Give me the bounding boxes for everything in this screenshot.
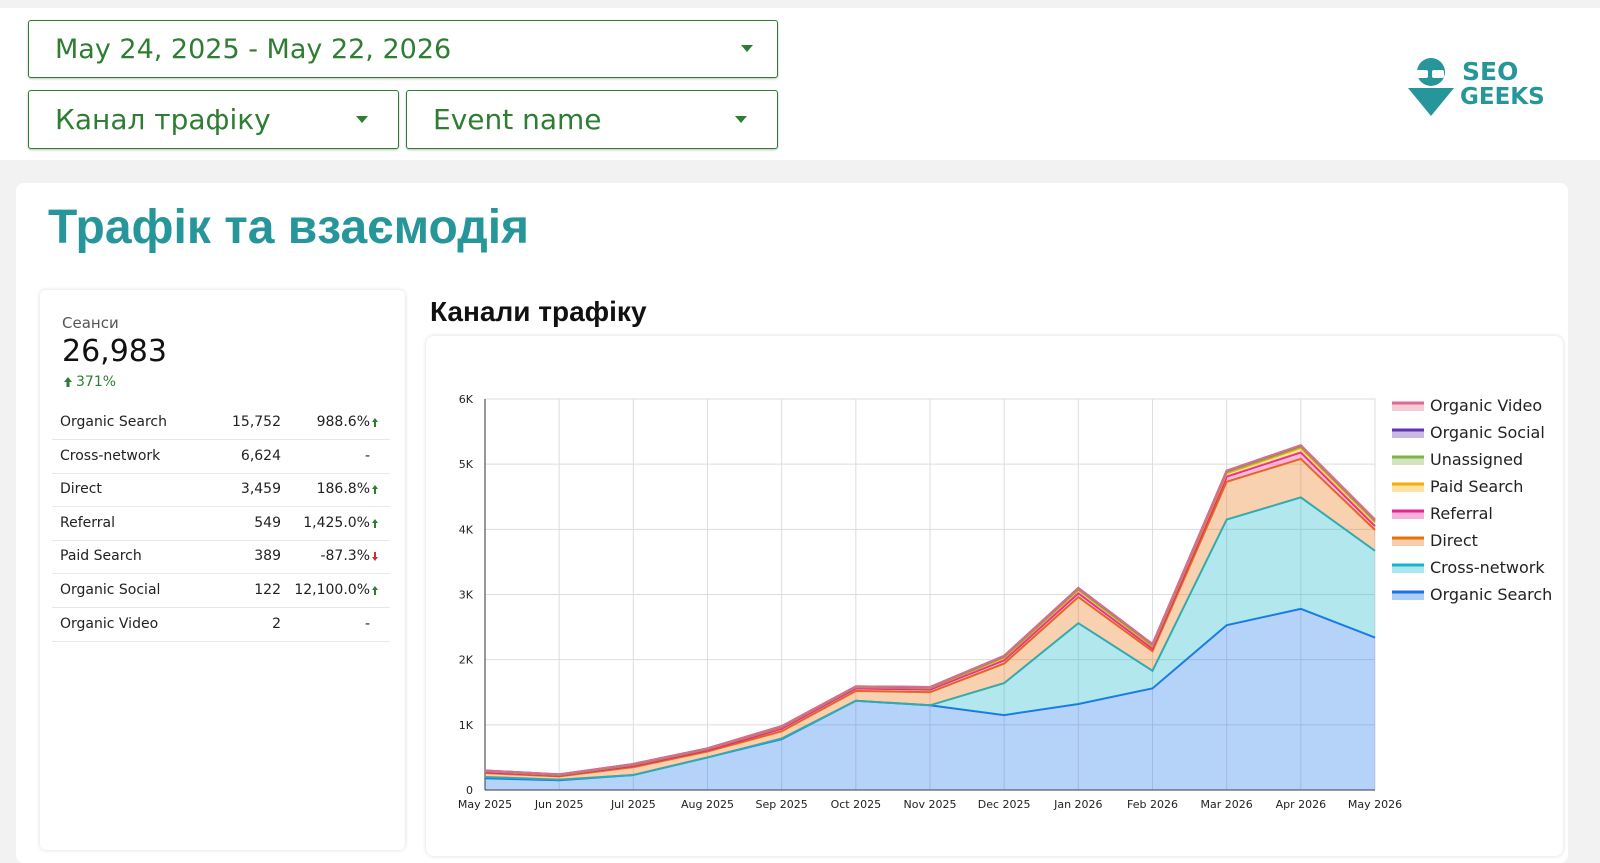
legend-swatch xyxy=(1392,510,1424,519)
cell-name: Direct xyxy=(60,481,102,498)
date-range: May 24, 2025 - May 22, 2026 xyxy=(55,33,452,65)
x-tick-label: Jun 2025 xyxy=(534,798,584,811)
cell-value: 389 xyxy=(254,548,281,565)
scorecard: Сеанси 26,983 371% xyxy=(40,290,405,850)
series-line xyxy=(484,444,1376,776)
table-row: Referral 549 1,425.0% xyxy=(52,507,390,541)
cell-value: 2 xyxy=(272,615,281,632)
cell-value: 549 xyxy=(254,514,281,531)
cell-name: Referral xyxy=(60,514,115,531)
cell-change: 186.8% xyxy=(316,481,370,498)
score-value: 26,983 xyxy=(62,334,167,369)
trend-arrow xyxy=(372,485,378,495)
legend-swatch xyxy=(1392,483,1424,492)
series-area xyxy=(485,458,1375,780)
logo-text: SEO xyxy=(1462,57,1518,86)
page: May 24, 2025 - May 22, 2026 Канал трафік… xyxy=(0,8,1600,863)
x-tick-label: May 2025 xyxy=(458,798,512,811)
trend-arrow xyxy=(372,552,378,562)
cell-change: 1,425.0% xyxy=(303,514,370,531)
chart-panel: 0 1K 2K 3K 4K 5K 6K May 2025 Jun 2025 Jul 2025 Aug… xyxy=(426,336,1563,856)
date-filter[interactable]: May 24, 2025 - May 22, 2026 xyxy=(28,20,778,78)
cell-change: 12,100.0% xyxy=(294,582,370,598)
dropdown-icon xyxy=(356,115,368,123)
x-tick-label: Aug 2025 xyxy=(681,798,734,811)
logo-text: GEEKS xyxy=(1460,84,1544,110)
section-title: Трафік та взаємодія xyxy=(48,201,530,254)
cell-value: 6,624 xyxy=(240,447,281,464)
cell-change: 988.6% xyxy=(316,414,370,430)
y-tick-label: 5K xyxy=(459,458,474,471)
cell-value: 15,752 xyxy=(232,414,281,430)
legend-swatch xyxy=(1392,591,1424,600)
series-area xyxy=(485,497,1375,781)
legend-swatch xyxy=(1392,402,1424,411)
legend-swatch xyxy=(1392,564,1424,573)
cell-change: - xyxy=(364,447,370,464)
legend-swatch xyxy=(1392,456,1424,465)
x-tick-label: Nov 2025 xyxy=(904,798,957,811)
chart-title: Канали трафіку xyxy=(430,296,647,327)
x-tick-label: Mar 2026 xyxy=(1201,798,1253,811)
cell-value: 3,459 xyxy=(240,481,281,498)
trend-arrow xyxy=(64,377,72,387)
cell-name: Organic Social xyxy=(60,582,161,598)
legend-swatch xyxy=(1392,429,1424,438)
dropdown-icon xyxy=(741,45,753,52)
x-tick-label: Oct 2025 xyxy=(831,798,882,811)
chart: 0 1K 2K 3K 4K 5K 6K May 2025 Jun 2025 Jul 2025 Aug… xyxy=(458,393,1552,811)
series-line xyxy=(484,457,1376,778)
cell-change: -87.3% xyxy=(320,548,370,565)
table-row: Cross-network 6,624 - xyxy=(52,440,390,474)
cell-name: Paid Search xyxy=(60,548,142,565)
legend-label: Organic Search xyxy=(1430,585,1552,604)
legend-label: Direct xyxy=(1430,531,1478,550)
x-tick-label: Feb 2026 xyxy=(1127,798,1178,811)
trend-arrow xyxy=(372,586,378,595)
x-tick-label: Dec 2025 xyxy=(978,798,1031,811)
x-tick-label: Apr 2026 xyxy=(1276,798,1327,811)
table-row: Organic Social 122 12,100.0% xyxy=(52,574,390,608)
cell-value: 122 xyxy=(254,582,281,598)
cell-name: Organic Video xyxy=(60,615,159,632)
y-tick-label: 6K xyxy=(459,393,474,406)
legend-label: Organic Video xyxy=(1430,396,1542,415)
legend-swatch xyxy=(1392,537,1424,546)
x-tick-label: Sep 2025 xyxy=(756,798,808,811)
y-tick-label: 2K xyxy=(459,654,474,667)
y-tick-label: 0 xyxy=(466,784,473,797)
legend-label: Referral xyxy=(1430,504,1493,523)
series-line xyxy=(484,451,1376,777)
table-row: Direct 3,459 186.8% xyxy=(52,473,390,508)
x-tick-label: May 2026 xyxy=(1348,798,1402,811)
cell-name: Cross-network xyxy=(60,447,161,464)
logo: SEO GEEKS xyxy=(1408,57,1544,116)
table-row: Paid Search 389 -87.3% xyxy=(52,540,390,575)
y-tick-label: 4K xyxy=(459,523,474,536)
trend-arrow xyxy=(372,418,378,427)
cell-name: Organic Search xyxy=(60,414,168,430)
event-label: Event name xyxy=(433,103,602,136)
dropdown-icon xyxy=(735,115,747,123)
legend-label: Cross-network xyxy=(1430,558,1545,577)
channel-filter[interactable]: Канал трафіку xyxy=(28,90,399,149)
series-line xyxy=(484,496,1376,781)
score-label: Сеанси xyxy=(62,314,119,332)
channel-label: Канал трафіку xyxy=(55,103,271,136)
event-filter[interactable]: Event name xyxy=(406,90,778,149)
trend-arrow xyxy=(372,518,378,528)
x-tick-label: Jul 2025 xyxy=(610,798,656,811)
y-tick-label: 1K xyxy=(459,719,474,732)
table-row: Organic Search 15,752 988.6% xyxy=(52,406,390,440)
legend-label: Paid Search xyxy=(1430,477,1523,496)
series-area xyxy=(485,608,1375,790)
y-tick-label: 3K xyxy=(459,589,474,602)
table-row: Organic Video 2 - xyxy=(52,608,390,642)
x-tick-label: Jan 2026 xyxy=(1053,798,1102,811)
legend-label: Unassigned xyxy=(1430,450,1523,469)
score-change: 371% xyxy=(76,374,117,390)
legend-label: Organic Social xyxy=(1430,423,1545,442)
cell-change: - xyxy=(364,615,370,632)
